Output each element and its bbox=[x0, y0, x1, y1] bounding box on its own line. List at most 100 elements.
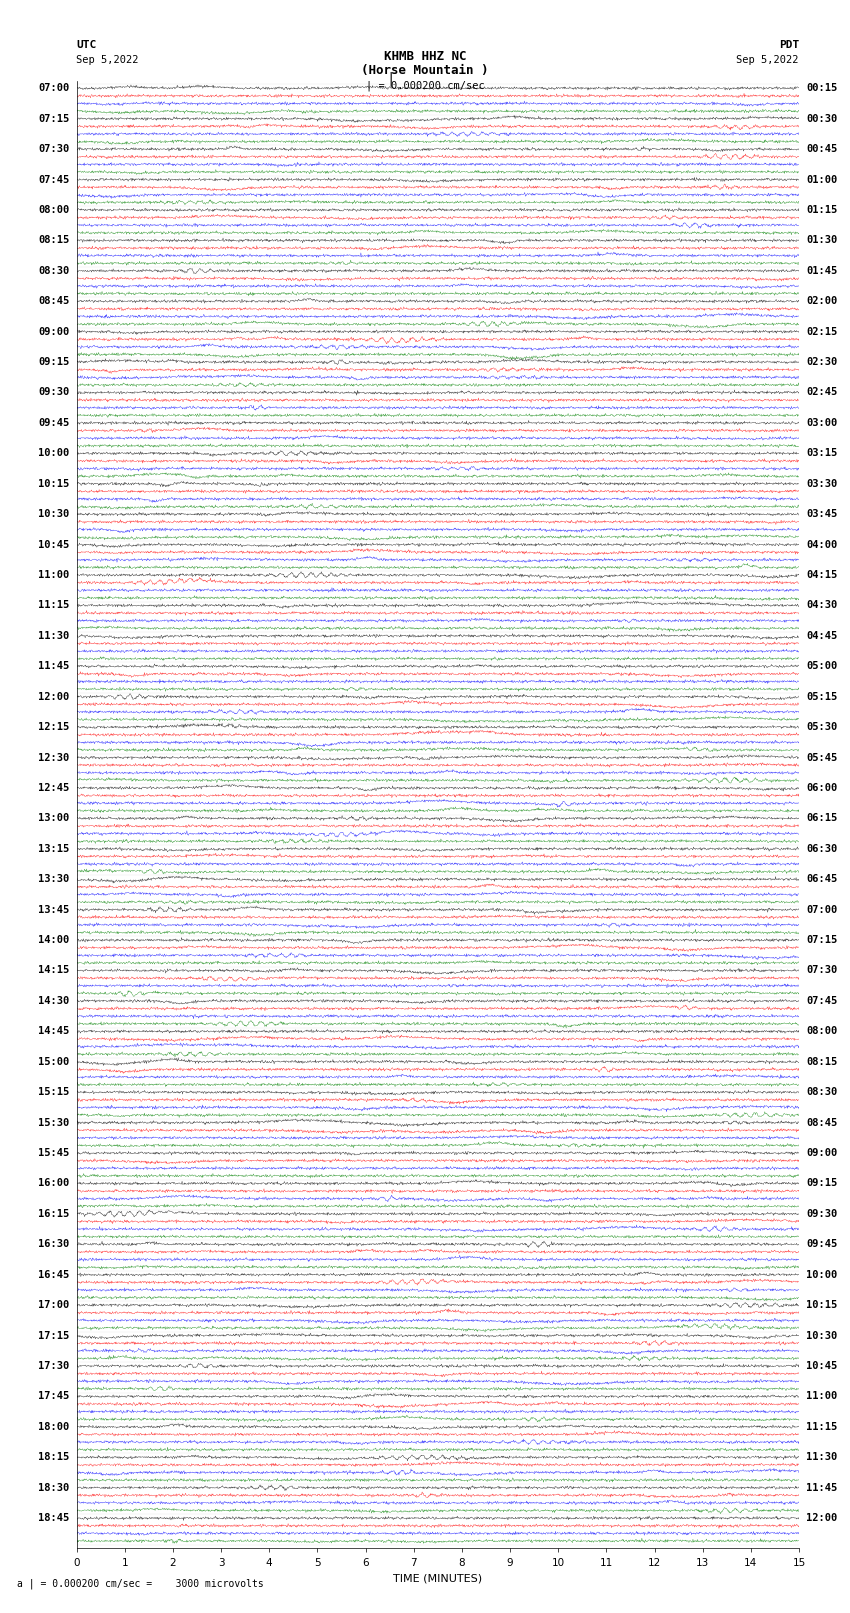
Text: 12:00: 12:00 bbox=[38, 692, 70, 702]
Text: 14:00: 14:00 bbox=[38, 936, 70, 945]
Text: 11:45: 11:45 bbox=[38, 661, 70, 671]
Text: 09:30: 09:30 bbox=[38, 387, 70, 397]
Text: PDT: PDT bbox=[779, 40, 799, 50]
Text: 18:30: 18:30 bbox=[38, 1482, 70, 1492]
Text: 02:45: 02:45 bbox=[806, 387, 837, 397]
Text: 18:00: 18:00 bbox=[38, 1421, 70, 1432]
Text: 00:45: 00:45 bbox=[806, 144, 837, 155]
Text: Sep 5,2022: Sep 5,2022 bbox=[736, 55, 799, 65]
Text: 16:15: 16:15 bbox=[38, 1208, 70, 1219]
Text: 06:15: 06:15 bbox=[806, 813, 837, 823]
Text: 10:30: 10:30 bbox=[38, 510, 70, 519]
Text: 07:45: 07:45 bbox=[38, 174, 70, 184]
Text: 06:30: 06:30 bbox=[806, 844, 837, 853]
Text: 04:30: 04:30 bbox=[806, 600, 837, 610]
Text: 11:45: 11:45 bbox=[806, 1482, 837, 1492]
X-axis label: TIME (MINUTES): TIME (MINUTES) bbox=[394, 1573, 482, 1582]
Text: 01:15: 01:15 bbox=[806, 205, 837, 215]
Text: 07:15: 07:15 bbox=[38, 113, 70, 124]
Text: 10:30: 10:30 bbox=[806, 1331, 837, 1340]
Text: 02:15: 02:15 bbox=[806, 326, 837, 337]
Text: 13:00: 13:00 bbox=[38, 813, 70, 823]
Text: 09:00: 09:00 bbox=[806, 1148, 837, 1158]
Text: 00:30: 00:30 bbox=[806, 113, 837, 124]
Text: 13:30: 13:30 bbox=[38, 874, 70, 884]
Text: 16:30: 16:30 bbox=[38, 1239, 70, 1248]
Text: 08:45: 08:45 bbox=[806, 1118, 837, 1127]
Text: 11:00: 11:00 bbox=[38, 569, 70, 581]
Text: 03:15: 03:15 bbox=[806, 448, 837, 458]
Text: 11:00: 11:00 bbox=[806, 1392, 837, 1402]
Text: UTC: UTC bbox=[76, 40, 97, 50]
Text: 08:45: 08:45 bbox=[38, 297, 70, 306]
Text: 07:30: 07:30 bbox=[38, 144, 70, 155]
Text: |: | bbox=[387, 73, 395, 85]
Text: 14:45: 14:45 bbox=[38, 1026, 70, 1036]
Text: 16:45: 16:45 bbox=[38, 1269, 70, 1279]
Text: 10:15: 10:15 bbox=[38, 479, 70, 489]
Text: 08:30: 08:30 bbox=[38, 266, 70, 276]
Text: 12:30: 12:30 bbox=[38, 753, 70, 763]
Text: 13:45: 13:45 bbox=[38, 905, 70, 915]
Text: 05:15: 05:15 bbox=[806, 692, 837, 702]
Text: 17:30: 17:30 bbox=[38, 1361, 70, 1371]
Text: 07:15: 07:15 bbox=[806, 936, 837, 945]
Text: 18:15: 18:15 bbox=[38, 1452, 70, 1463]
Text: 12:45: 12:45 bbox=[38, 782, 70, 794]
Text: 05:30: 05:30 bbox=[806, 723, 837, 732]
Text: 09:45: 09:45 bbox=[806, 1239, 837, 1248]
Text: 16:00: 16:00 bbox=[38, 1179, 70, 1189]
Text: 11:15: 11:15 bbox=[38, 600, 70, 610]
Text: 15:00: 15:00 bbox=[38, 1057, 70, 1066]
Text: a | = 0.000200 cm/sec =    3000 microvolts: a | = 0.000200 cm/sec = 3000 microvolts bbox=[17, 1579, 264, 1589]
Text: 15:30: 15:30 bbox=[38, 1118, 70, 1127]
Text: 11:15: 11:15 bbox=[806, 1421, 837, 1432]
Text: 10:00: 10:00 bbox=[38, 448, 70, 458]
Text: 08:30: 08:30 bbox=[806, 1087, 837, 1097]
Text: 15:15: 15:15 bbox=[38, 1087, 70, 1097]
Text: 09:30: 09:30 bbox=[806, 1208, 837, 1219]
Text: 05:45: 05:45 bbox=[806, 753, 837, 763]
Text: 04:15: 04:15 bbox=[806, 569, 837, 581]
Text: 13:15: 13:15 bbox=[38, 844, 70, 853]
Text: 17:45: 17:45 bbox=[38, 1392, 70, 1402]
Text: KHMB HHZ NC: KHMB HHZ NC bbox=[383, 50, 467, 63]
Text: Sep 5,2022: Sep 5,2022 bbox=[76, 55, 139, 65]
Text: 03:45: 03:45 bbox=[806, 510, 837, 519]
Text: 09:15: 09:15 bbox=[806, 1179, 837, 1189]
Text: 08:15: 08:15 bbox=[806, 1057, 837, 1066]
Text: 05:00: 05:00 bbox=[806, 661, 837, 671]
Text: 03:30: 03:30 bbox=[806, 479, 837, 489]
Text: 17:15: 17:15 bbox=[38, 1331, 70, 1340]
Text: 10:45: 10:45 bbox=[806, 1361, 837, 1371]
Text: 06:00: 06:00 bbox=[806, 782, 837, 794]
Text: 07:00: 07:00 bbox=[38, 84, 70, 94]
Text: 09:00: 09:00 bbox=[38, 326, 70, 337]
Text: 06:45: 06:45 bbox=[806, 874, 837, 884]
Text: 12:00: 12:00 bbox=[806, 1513, 837, 1523]
Text: 07:45: 07:45 bbox=[806, 995, 837, 1007]
Text: 10:45: 10:45 bbox=[38, 540, 70, 550]
Text: 12:15: 12:15 bbox=[38, 723, 70, 732]
Text: | = 0.000200 cm/sec: | = 0.000200 cm/sec bbox=[366, 81, 484, 90]
Text: 14:15: 14:15 bbox=[38, 966, 70, 976]
Text: 04:45: 04:45 bbox=[806, 631, 837, 640]
Text: 14:30: 14:30 bbox=[38, 995, 70, 1007]
Text: 11:30: 11:30 bbox=[806, 1452, 837, 1463]
Text: 10:00: 10:00 bbox=[806, 1269, 837, 1279]
Text: 01:00: 01:00 bbox=[806, 174, 837, 184]
Text: 15:45: 15:45 bbox=[38, 1148, 70, 1158]
Text: 07:30: 07:30 bbox=[806, 966, 837, 976]
Text: 02:30: 02:30 bbox=[806, 356, 837, 368]
Text: 00:15: 00:15 bbox=[806, 84, 837, 94]
Text: 08:00: 08:00 bbox=[806, 1026, 837, 1036]
Text: 02:00: 02:00 bbox=[806, 297, 837, 306]
Text: 17:00: 17:00 bbox=[38, 1300, 70, 1310]
Text: 18:45: 18:45 bbox=[38, 1513, 70, 1523]
Text: 09:45: 09:45 bbox=[38, 418, 70, 427]
Text: 04:00: 04:00 bbox=[806, 540, 837, 550]
Text: 08:15: 08:15 bbox=[38, 235, 70, 245]
Text: 11:30: 11:30 bbox=[38, 631, 70, 640]
Text: 01:45: 01:45 bbox=[806, 266, 837, 276]
Text: 01:30: 01:30 bbox=[806, 235, 837, 245]
